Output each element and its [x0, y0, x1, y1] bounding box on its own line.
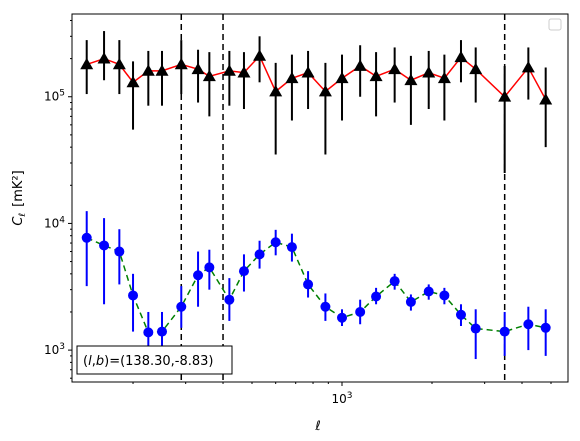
- data-point-circle: [143, 327, 154, 338]
- data-point-circle: [455, 309, 466, 320]
- svg-text:(l,b)=(138.30,-8.83): (l,b)=(138.30,-8.83): [83, 354, 213, 369]
- data-point-triangle: [388, 62, 402, 75]
- series-lines: [86, 54, 547, 334]
- y-axis-label-unit: [mK²]: [11, 170, 26, 207]
- data-point-triangle: [126, 75, 140, 88]
- data-point-triangle: [141, 64, 155, 76]
- data-point-circle: [355, 306, 366, 317]
- data-point-triangle: [335, 71, 349, 84]
- data-point-triangle: [237, 66, 251, 78]
- tick-labels: 103 104 105 103: [44, 89, 353, 406]
- data-point-circle: [193, 270, 204, 281]
- data-point-circle: [176, 301, 187, 312]
- data-point-triangle: [202, 69, 216, 82]
- annotation-value: =(138.30,-8.83): [109, 354, 213, 369]
- data-point-circle: [99, 240, 110, 251]
- data-point-circle: [303, 279, 314, 290]
- data-point-circle: [389, 276, 400, 287]
- data-point-triangle: [539, 93, 553, 105]
- annotation-b: b: [96, 354, 104, 369]
- data-point-triangle: [174, 57, 188, 70]
- annotation-close: ): [104, 354, 109, 369]
- annotation-comma: ,: [92, 354, 96, 369]
- data-point-circle: [286, 242, 297, 253]
- data-point-circle: [128, 290, 139, 301]
- data-point-triangle: [191, 62, 205, 75]
- data-point-triangle: [369, 69, 383, 82]
- data-point-triangle: [318, 85, 332, 97]
- annotation-open: (: [83, 354, 88, 369]
- y-tick-label: 105: [44, 89, 65, 104]
- axis-ticks: [68, 19, 552, 386]
- y-axis-label-sub: ℓ: [18, 213, 28, 218]
- data-point-triangle: [222, 64, 236, 76]
- data-point-circle: [371, 291, 382, 302]
- data-point-circle: [114, 246, 125, 257]
- data-point-circle: [470, 323, 481, 334]
- y-tick-label: 104: [44, 215, 65, 230]
- data-point-triangle: [469, 62, 483, 75]
- svg-text:Cℓ[mK²]: Cℓ [mK²]: [11, 170, 28, 225]
- data-point-triangle: [301, 66, 315, 78]
- y-axis-label: Cℓ [mK²]: [11, 170, 28, 225]
- data-point-triangle: [269, 85, 283, 97]
- data-point-circle: [270, 237, 281, 248]
- data-point-circle: [439, 290, 450, 301]
- data-point-triangle: [80, 57, 94, 70]
- data-point-circle: [254, 249, 265, 260]
- data-point-circle: [540, 322, 551, 333]
- annotation-l: l: [88, 354, 92, 369]
- data-point-circle: [238, 266, 249, 277]
- series-line: [86, 54, 547, 100]
- data-point-triangle: [97, 52, 111, 64]
- data-markers: [80, 49, 553, 338]
- data-point-triangle: [422, 66, 436, 78]
- data-point-circle: [337, 312, 348, 323]
- data-point-triangle: [253, 49, 267, 61]
- x-tick-label: 103: [331, 391, 352, 406]
- data-point-circle: [81, 232, 92, 243]
- data-point-circle: [157, 326, 168, 337]
- data-point-circle: [224, 294, 235, 305]
- data-point-triangle: [437, 71, 451, 84]
- data-point-triangle: [155, 64, 169, 76]
- data-point-circle: [320, 301, 331, 312]
- data-point-circle: [499, 326, 510, 337]
- annotation-frame: [76, 345, 233, 375]
- data-point-circle: [405, 296, 416, 307]
- annotation-box: (l,b)=(138.30,-8.83): [76, 345, 233, 375]
- plot-background: [72, 14, 568, 382]
- data-point-triangle: [112, 57, 126, 70]
- data-point-circle: [204, 262, 215, 273]
- data-point-circle: [523, 319, 534, 330]
- data-point-triangle: [353, 59, 367, 71]
- data-point-triangle: [285, 71, 299, 84]
- data-point-triangle: [498, 90, 512, 102]
- data-point-triangle: [454, 50, 468, 63]
- data-point-circle: [423, 286, 434, 297]
- y-tick-label: 103: [44, 342, 65, 357]
- y-axis-label-main: C: [11, 216, 26, 226]
- data-point-triangle: [521, 61, 535, 73]
- plot-frame: [71, 13, 569, 383]
- x-axis-label: ℓ: [314, 419, 320, 434]
- legend-box: [548, 18, 562, 31]
- data-point-triangle: [404, 73, 418, 86]
